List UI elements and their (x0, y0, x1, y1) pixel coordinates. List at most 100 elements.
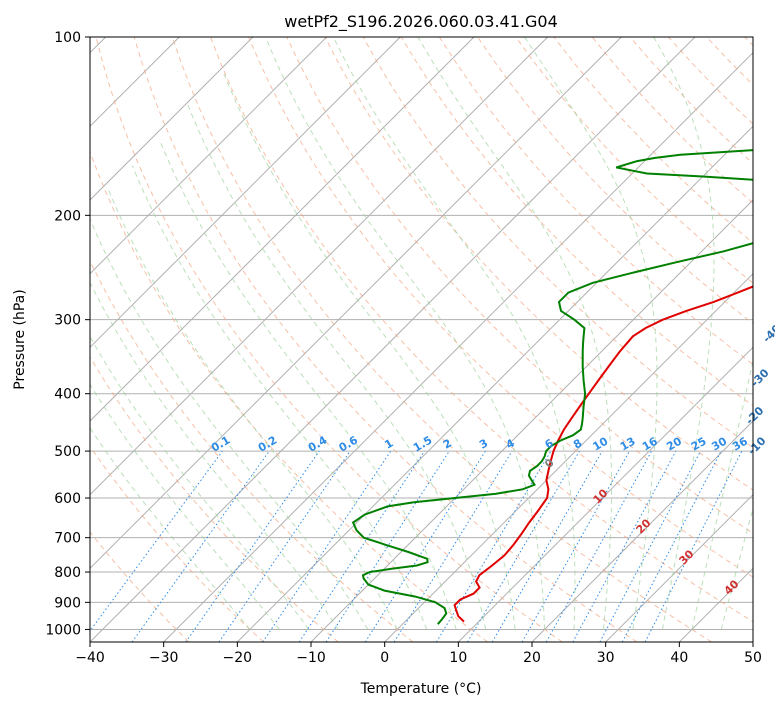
mixing-ratio-line (218, 450, 351, 642)
mixing-ratio-line (644, 450, 743, 642)
x-tick-label: −30 (149, 650, 179, 666)
mixing-ratio-label: 2 (441, 437, 454, 452)
isotherm-line (90, 37, 254, 201)
x-tick-label: 30 (597, 650, 615, 666)
plot-frame (89, 36, 754, 643)
moist-adiabat (131, 165, 428, 630)
moist-adiabat (653, 37, 715, 630)
mixing-ratio-line (298, 450, 425, 642)
x-tick-label: 20 (523, 650, 541, 666)
isotherm-line (605, 493, 753, 642)
dry-adiabat (210, 37, 753, 623)
mixing-ratio-line (90, 450, 223, 632)
moist-adiabat (90, 217, 369, 630)
y-tick-label: 400 (54, 387, 81, 403)
dry-adiabat-label: -20 (743, 404, 766, 427)
mixing-ratio-line (491, 450, 603, 642)
isotherm-line (90, 37, 328, 275)
x-tick-label: 40 (670, 650, 688, 666)
x-axis-label: Temperature (°C) (360, 681, 482, 697)
isotherm-line (90, 37, 549, 496)
isotherm-line (236, 125, 753, 642)
mixing-ratio-line (393, 450, 513, 642)
isotherm-line (384, 272, 753, 642)
dry-adiabat (90, 445, 264, 642)
mixing-ratio-line (325, 450, 450, 642)
moist-adiabat (417, 37, 612, 630)
y-tick-label: 900 (54, 595, 81, 611)
dry-adiabat (248, 37, 753, 578)
moist-adiabat (90, 281, 339, 630)
moist-adiabat-label: 20 (634, 516, 654, 536)
x-tick-label: −20 (223, 650, 253, 666)
mixing-ratio-line (467, 450, 580, 642)
moist-adiabat (524, 37, 658, 630)
y-axis-label: Pressure (hPa) (12, 289, 28, 389)
mixing-ratio-line (521, 450, 630, 642)
dry-adiabat (515, 37, 753, 284)
moist-adiabat (90, 335, 310, 630)
y-tick-label: 500 (54, 444, 81, 460)
y-tick-label: 100 (54, 30, 81, 46)
mixing-ratio-line (131, 450, 270, 642)
x-tick-label: −40 (75, 650, 105, 666)
moist-adiabat (223, 72, 516, 630)
moist-adiabat (332, 37, 576, 630)
isotherm-line (163, 51, 753, 642)
x-tick-label: −10 (296, 650, 326, 666)
mixing-ratio-line (185, 450, 320, 642)
isotherm-line (90, 37, 696, 642)
dry-adiabat (90, 150, 488, 642)
mixing-ratio-line (364, 450, 486, 642)
dry-adiabat-label: -30 (748, 366, 771, 389)
x-tick-label: 10 (449, 650, 467, 666)
moist-adiabat-label: 40 (722, 577, 742, 597)
mixing-ratio-label: 4 (504, 436, 517, 451)
dry-adiabat (90, 531, 190, 642)
temperature-profile-line (453, 285, 753, 623)
x-tick-label: 0 (380, 650, 389, 666)
y-tick-label: 600 (54, 491, 81, 507)
isotherm-line (457, 346, 753, 642)
y-tick-label: 300 (54, 313, 81, 329)
dry-adiabat-label: -40 (760, 322, 775, 345)
moist-adiabat (90, 427, 251, 630)
dry-adiabat (90, 356, 339, 642)
moist-adiabat (265, 37, 546, 630)
isotherm-line (90, 37, 622, 570)
dry-adiabat (438, 37, 753, 366)
dry-adiabat (133, 37, 638, 642)
mixing-ratio-line (545, 450, 653, 642)
moist-adiabat (159, 141, 457, 630)
mixing-ratio-line (262, 450, 392, 642)
isotherm-line (531, 420, 753, 642)
chart-title: wetPf2_S196.2026.060.03.41.G04 (284, 12, 558, 32)
dry-adiabat (95, 37, 563, 642)
y-tick-label: 700 (54, 531, 81, 547)
dry-adiabat (171, 37, 712, 642)
isotherm-line (310, 199, 753, 642)
y-tick-label: 200 (54, 208, 81, 224)
isotherm-line (90, 37, 475, 422)
moist-adiabat-label: 30 (677, 547, 697, 567)
x-tick-label: 50 (744, 650, 762, 666)
dry-adiabat (553, 37, 753, 244)
y-tick-label: 1000 (45, 622, 81, 638)
dry-adiabat (286, 37, 753, 534)
moist-adiabat-label: 0 (542, 456, 557, 471)
dewpoint-profile-line (351, 149, 753, 625)
mixing-ratio-line (572, 450, 677, 642)
dry-adiabat (90, 259, 414, 642)
y-tick-label: 800 (54, 565, 81, 581)
mixing-ratio-label: 3 (477, 437, 490, 452)
moist-adiabat (187, 104, 487, 630)
moist-adiabat (691, 358, 753, 630)
mixing-ratio-line (599, 450, 701, 642)
isotherm-line (90, 37, 401, 349)
dry-adiabat (477, 37, 753, 325)
moist-adiabat-label: 10 (591, 486, 611, 506)
moist-adiabat (107, 188, 398, 630)
isotherm-line (678, 567, 753, 642)
